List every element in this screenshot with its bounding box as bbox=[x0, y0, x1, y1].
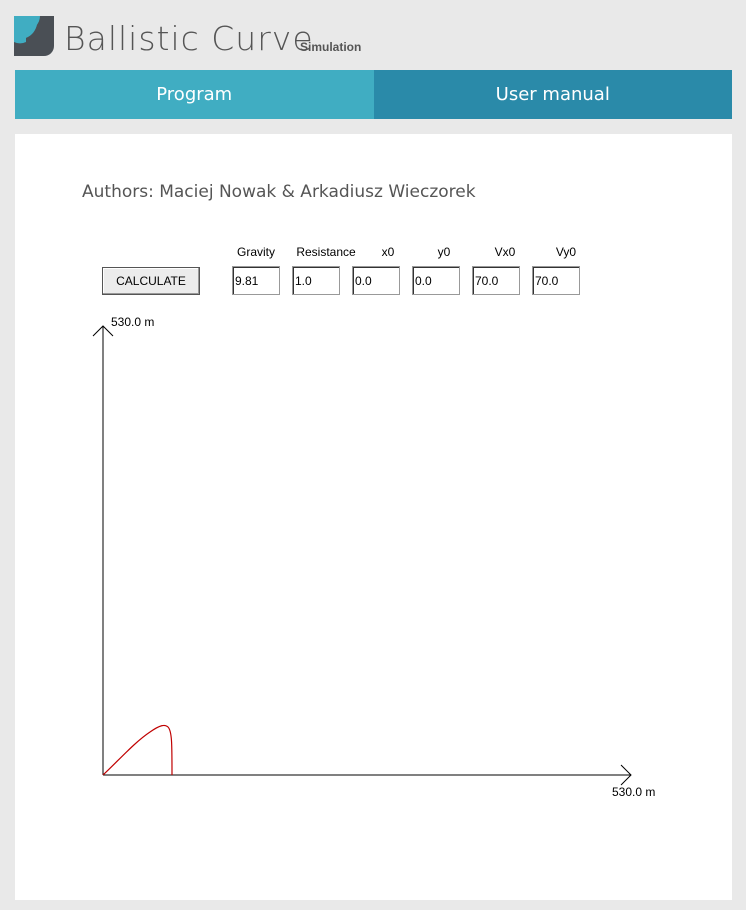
x0-label: x0 bbox=[381, 245, 395, 259]
app-logo-icon bbox=[14, 16, 54, 56]
vx0-input[interactable] bbox=[472, 266, 520, 295]
app-subtitle: Simulation bbox=[300, 40, 362, 54]
app-title: Ballistic Curve bbox=[64, 19, 314, 58]
gravity-label: Gravity bbox=[236, 245, 275, 259]
main-nav: Program User manual bbox=[15, 70, 732, 119]
trajectory-curve bbox=[102, 724, 173, 776]
y0-label: y0 bbox=[437, 245, 451, 259]
tab-program[interactable]: Program bbox=[15, 70, 374, 119]
y-axis-arrow-icon bbox=[92, 325, 114, 337]
vy0-label: Vy0 bbox=[555, 245, 577, 259]
app-header: Ballistic Curve Simulation bbox=[0, 0, 746, 70]
calculate-button[interactable]: CALCULATE bbox=[102, 267, 200, 295]
resistance-input[interactable] bbox=[292, 266, 340, 295]
authors-text: Authors: Maciej Nowak & Arkadiusz Wieczo… bbox=[82, 182, 476, 202]
vx0-label: Vx0 bbox=[494, 245, 516, 259]
vy0-input[interactable] bbox=[532, 266, 580, 295]
x0-input[interactable] bbox=[352, 266, 400, 295]
gravity-input[interactable] bbox=[232, 266, 280, 295]
resistance-label: Resistance bbox=[296, 245, 356, 259]
y0-input[interactable] bbox=[412, 266, 460, 295]
bottom-bar bbox=[0, 900, 746, 910]
program-panel: Authors: Maciej Nowak & Arkadiusz Wieczo… bbox=[15, 134, 732, 900]
x-axis-arrow-icon bbox=[620, 764, 632, 786]
x-axis-label: 530.0 m bbox=[612, 785, 655, 799]
tab-user-manual[interactable]: User manual bbox=[373, 70, 732, 119]
trajectory-plot: 530.0 m 530.0 m bbox=[92, 315, 655, 799]
y-axis-label: 530.0 m bbox=[111, 315, 154, 329]
